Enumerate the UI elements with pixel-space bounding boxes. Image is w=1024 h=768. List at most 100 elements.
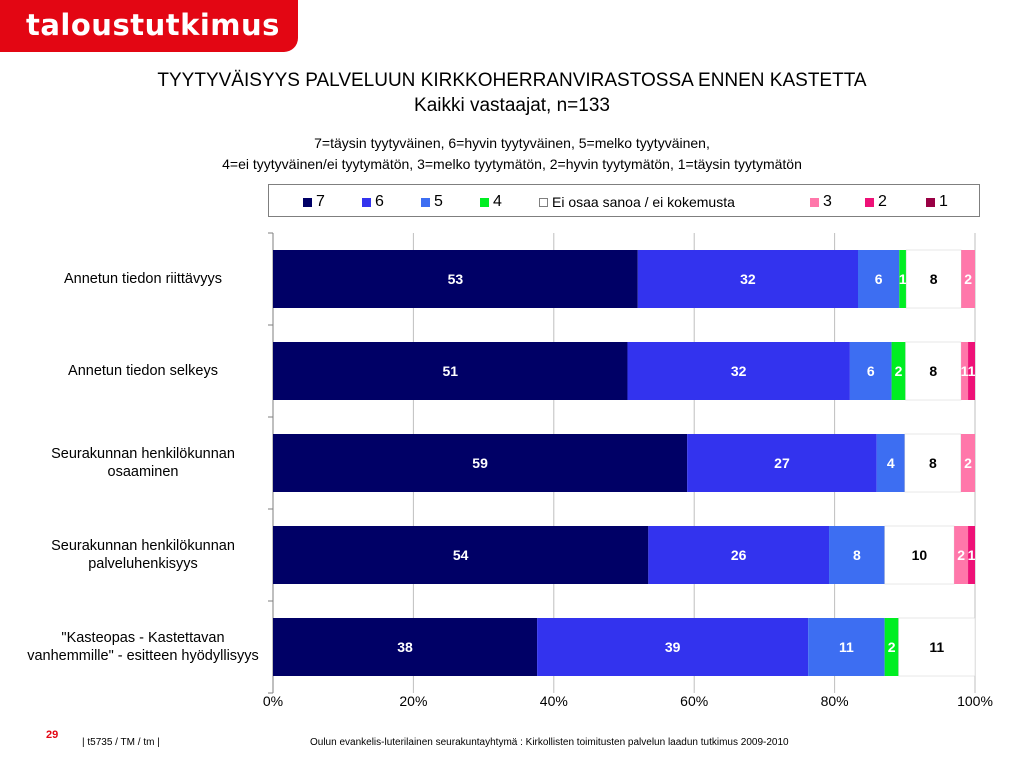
legend-item: 7 <box>303 193 325 211</box>
category-label: Annetun tiedon selkeys <box>68 363 218 379</box>
legend-swatch <box>539 197 548 207</box>
data-label: 38 <box>397 639 413 655</box>
footer-source: Oulun evankelis-luterilainen seurakuntay… <box>310 737 789 748</box>
bar-segment <box>876 434 905 492</box>
x-tick-label: 20% <box>399 693 427 709</box>
chart-title: TYYTYVÄISYYS PALVELUUN KIRKKOHERRANVIRAS… <box>157 70 867 91</box>
data-label: 2 <box>957 547 965 563</box>
footer-code: | t5735 / TM / tm | <box>82 737 160 748</box>
chart-legend: 7 6 5 4 Ei osaa sanoa / ei kokemusta 3 2 1 <box>268 184 980 217</box>
bar-segment <box>961 342 969 400</box>
legend-item: 5 <box>421 193 443 211</box>
data-label: 26 <box>731 547 747 563</box>
legend-label: 5 <box>434 193 443 210</box>
chart-subtitle: Kaikki vastaajat, n=133 <box>414 95 610 116</box>
data-label: 8 <box>853 547 861 563</box>
data-label: 51 <box>442 363 458 379</box>
bar-segment <box>968 342 975 400</box>
bar-segment <box>273 526 649 584</box>
bar-segment <box>961 250 975 308</box>
data-label: 8 <box>929 455 937 471</box>
category-label: "Kasteopas - Kastettavan vanhemmille" - … <box>27 630 259 664</box>
bar-segment <box>648 526 830 584</box>
category-label: Annetun tiedon riittävyys <box>64 271 222 287</box>
scale-description-1: 7=täysin tyytyväinen, 6=hyvin tyytyväine… <box>314 135 710 151</box>
data-label: 1 <box>961 363 969 379</box>
scale-description-2: 4=ei tyytyväinen/ei tyytymätön, 3=melko … <box>222 156 802 172</box>
legend-swatch <box>480 197 489 207</box>
legend-label: 4 <box>493 193 502 210</box>
bar-segment <box>627 342 850 400</box>
logo-text: taloustutkimus oy <box>26 8 280 76</box>
data-label: 39 <box>665 639 681 655</box>
bar-segment <box>687 434 877 492</box>
data-label: 4 <box>887 455 895 471</box>
data-label: 1 <box>968 547 976 563</box>
bar-segment <box>637 250 858 308</box>
bar-segment <box>829 526 885 584</box>
x-tick-label: 100% <box>957 693 993 709</box>
data-label: 1 <box>899 271 907 287</box>
data-label: 6 <box>875 271 883 287</box>
data-label: 6 <box>867 363 875 379</box>
bar-segment <box>904 433 962 493</box>
legend-item: 2 <box>865 193 887 211</box>
bar-segment <box>273 618 538 676</box>
legend-label: 1 <box>939 193 948 210</box>
legend-item: 3 <box>810 193 832 211</box>
legend-label: 2 <box>878 193 887 210</box>
legend-item: 4 <box>480 193 502 211</box>
bar-segment <box>273 250 638 308</box>
data-label: 32 <box>731 363 747 379</box>
legend-label: 6 <box>375 193 384 210</box>
category-label: Seurakunnan henkilökunnan osaaminen <box>51 446 235 480</box>
data-label: 2 <box>895 363 903 379</box>
logo: taloustutkimus oy <box>0 0 298 76</box>
bar-segment <box>884 525 955 585</box>
data-label: 32 <box>740 271 756 287</box>
x-tick-label: 0% <box>263 693 283 709</box>
data-label: 59 <box>472 455 488 471</box>
bar-segment <box>808 618 885 676</box>
data-label: 8 <box>929 363 937 379</box>
bar-segment <box>273 434 688 492</box>
legend-label: Ei osaa sanoa / ei kokemusta <box>552 194 735 210</box>
bar-segment <box>884 618 899 676</box>
data-label: 1 <box>968 363 976 379</box>
data-label: 10 <box>912 547 928 563</box>
data-label: 54 <box>453 547 469 563</box>
legend-item: Ei osaa sanoa / ei kokemusta <box>539 193 735 211</box>
data-label: 8 <box>930 271 938 287</box>
data-label: 2 <box>964 271 972 287</box>
data-label: 11 <box>839 639 854 655</box>
bar-segment <box>960 434 975 492</box>
data-label: 11 <box>929 639 944 655</box>
data-label: 2 <box>964 455 972 471</box>
legend-label: 3 <box>823 193 832 210</box>
bar-segment <box>954 526 969 584</box>
page-number: 29 <box>46 729 59 741</box>
bar-segment <box>537 618 809 676</box>
x-tick-label: 40% <box>540 693 568 709</box>
bar-segment <box>905 341 962 401</box>
category-label: Seurakunnan henkilökunnan palveluhenkisy… <box>51 538 235 572</box>
bar-segment <box>898 617 976 677</box>
legend-swatch <box>810 197 819 207</box>
bar-segment <box>905 249 962 309</box>
legend-item: 6 <box>362 193 384 211</box>
x-tick-label: 60% <box>680 693 708 709</box>
data-label: 27 <box>774 455 790 471</box>
x-tick-label: 80% <box>821 693 849 709</box>
bar-segment <box>849 342 892 400</box>
legend-label: 7 <box>316 193 325 210</box>
legend-swatch <box>421 197 430 207</box>
legend-item: 1 <box>926 193 948 211</box>
bar-segment <box>273 342 628 400</box>
data-label: 53 <box>448 271 464 287</box>
legend-swatch <box>865 197 874 207</box>
data-label: 2 <box>888 639 896 655</box>
legend-swatch <box>362 197 371 207</box>
bar-segment <box>899 250 907 308</box>
bar-segment <box>858 250 900 308</box>
